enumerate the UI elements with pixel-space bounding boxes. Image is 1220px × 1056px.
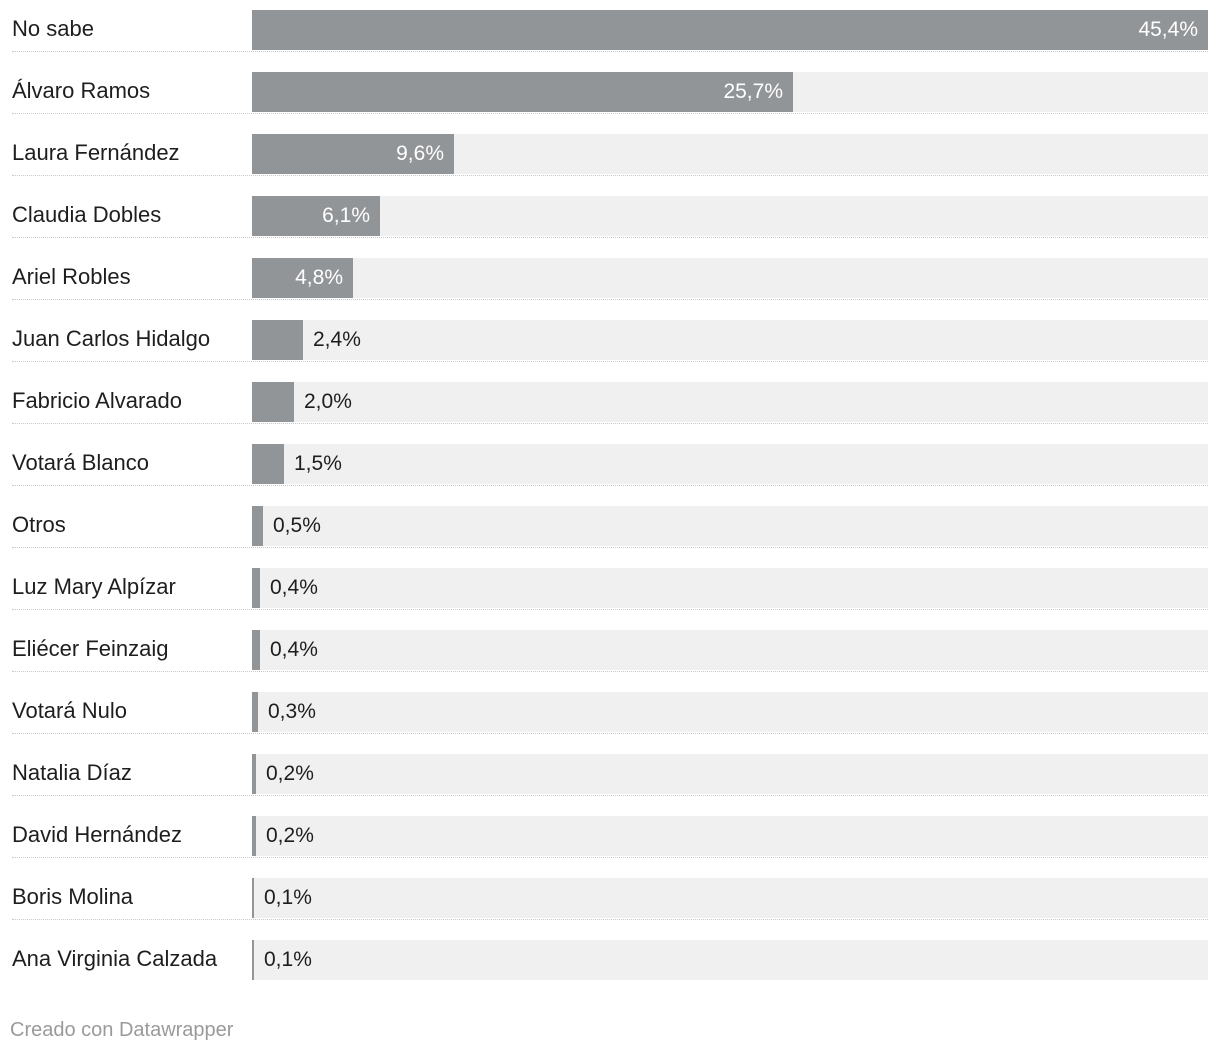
bar-row: David Hernández 0,2% [12, 806, 1208, 868]
bar-row: Luz Mary Alpízar 0,4% [12, 558, 1208, 620]
value-label: 1,5% [294, 452, 342, 475]
bar [252, 444, 284, 484]
category-label: Ariel Robles [12, 264, 131, 289]
value-label: 2,0% [304, 390, 352, 413]
bar-track: 6,1% [252, 196, 1208, 236]
value-label: 25,7% [723, 80, 783, 103]
category-label: Votará Nulo [12, 698, 127, 723]
bar [252, 506, 263, 546]
row-divider [12, 175, 1208, 176]
bar-row: Natalia Díaz 0,2% [12, 744, 1208, 806]
bar-row: Juan Carlos Hidalgo 2,4% [12, 310, 1208, 372]
category-label: Luz Mary Alpízar [12, 574, 176, 599]
value-label: 0,1% [264, 948, 312, 971]
bar-row: Claudia Dobles 6,1% [12, 186, 1208, 248]
category-label: Juan Carlos Hidalgo [12, 326, 211, 351]
value-label: 0,4% [270, 576, 318, 599]
bar [252, 382, 294, 422]
bar-row: No sabe 45,4% [12, 0, 1208, 62]
row-divider [12, 671, 1208, 672]
bar-track: 45,4% [252, 10, 1208, 50]
bar-track: 9,6% [252, 134, 1208, 174]
row-divider [12, 733, 1208, 734]
row-divider [12, 547, 1208, 548]
bar-track: 2,0% [252, 382, 1208, 422]
bar [252, 72, 793, 112]
category-label: Laura Fernández [12, 140, 180, 165]
value-label: 0,2% [266, 824, 314, 847]
category-label: Eliécer Feinzaig [12, 636, 169, 661]
bar-track: 0,5% [252, 506, 1208, 546]
bar-row: Ariel Robles 4,8% [12, 248, 1208, 310]
bar-track: 0,2% [252, 816, 1208, 856]
bar [252, 10, 1208, 50]
bar-track: 4,8% [252, 258, 1208, 298]
row-divider [12, 795, 1208, 796]
value-label: 2,4% [313, 328, 361, 351]
value-label: 0,4% [270, 638, 318, 661]
bar-track: 0,1% [252, 940, 1208, 980]
bar-track: 0,4% [252, 568, 1208, 608]
value-label: 0,5% [273, 514, 321, 537]
bar [252, 940, 254, 980]
bar-row: Laura Fernández 9,6% [12, 124, 1208, 186]
bar-track: 0,2% [252, 754, 1208, 794]
bar-track: 0,3% [252, 692, 1208, 732]
bar [252, 878, 254, 918]
bar-row: Fabricio Alvarado 2,0% [12, 372, 1208, 434]
bar-track: 1,5% [252, 444, 1208, 484]
category-label: No sabe [12, 16, 94, 41]
bar-row: Votará Nulo 0,3% [12, 682, 1208, 744]
bar-chart: No sabe 45,4% Álvaro Ramos 25,7% Laura Ferná… [12, 0, 1208, 992]
category-label: David Hernández [12, 822, 182, 847]
value-label: 45,4% [1138, 18, 1198, 41]
row-divider [12, 361, 1208, 362]
bar-track: 0,4% [252, 630, 1208, 670]
bar [252, 134, 454, 174]
bar [252, 196, 380, 236]
row-divider [12, 51, 1208, 52]
value-label: 4,8% [295, 266, 343, 289]
bar-row: Boris Molina 0,1% [12, 868, 1208, 930]
bar-row: Votará Blanco 1,5% [12, 434, 1208, 496]
bar-row: Otros 0,5% [12, 496, 1208, 558]
bar-row: Eliécer Feinzaig 0,4% [12, 620, 1208, 682]
row-divider [12, 113, 1208, 114]
category-label: Claudia Dobles [12, 202, 162, 227]
bar-track: 0,1% [252, 878, 1208, 918]
value-label: 9,6% [396, 142, 444, 165]
bar-track: 2,4% [252, 320, 1208, 360]
value-label: 6,1% [322, 204, 370, 227]
bar [252, 754, 256, 794]
row-divider [12, 237, 1208, 238]
bar [252, 816, 256, 856]
category-label: Natalia Díaz [12, 760, 132, 785]
value-label: 0,3% [268, 700, 316, 723]
row-divider [12, 299, 1208, 300]
row-divider [12, 919, 1208, 920]
bar [252, 630, 260, 670]
category-label: Ana Virginia Calzada [12, 946, 218, 971]
row-divider [12, 423, 1208, 424]
bar [252, 692, 258, 732]
bar-track: 25,7% [252, 72, 1208, 112]
bar [252, 258, 353, 298]
category-label: Votará Blanco [12, 450, 149, 475]
category-label: Boris Molina [12, 884, 134, 909]
row-divider [12, 485, 1208, 486]
category-label: Otros [12, 512, 66, 537]
bar-row: Álvaro Ramos 25,7% [12, 62, 1208, 124]
category-label: Fabricio Alvarado [12, 388, 182, 413]
credit-text: Creado con Datawrapper [10, 1019, 234, 1041]
bar-row: Ana Virginia Calzada 0,1% [12, 930, 1208, 992]
bar [252, 568, 260, 608]
row-divider [12, 857, 1208, 858]
row-divider [12, 609, 1208, 610]
category-label: Álvaro Ramos [12, 78, 151, 103]
bar [252, 320, 303, 360]
value-label: 0,2% [266, 762, 314, 785]
value-label: 0,1% [264, 886, 312, 909]
